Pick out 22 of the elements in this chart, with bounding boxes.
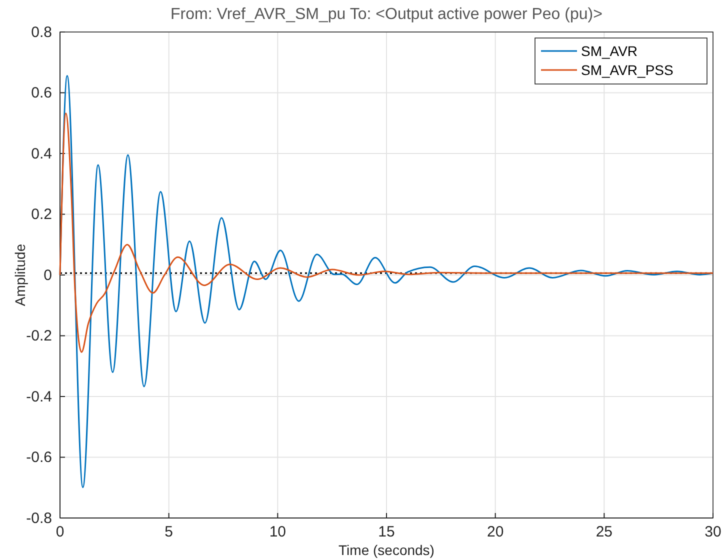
y-tick-label: -0.8: [26, 510, 52, 527]
x-tick-label: 5: [164, 524, 174, 541]
x-tick-label: 20: [486, 524, 504, 541]
line-series: [59, 112, 714, 353]
x-tick-label: 30: [704, 524, 722, 541]
y-tick-label: 0: [44, 266, 52, 284]
legend-label: SM_AVR: [581, 43, 638, 59]
x-tick-label: 25: [596, 524, 613, 541]
y-tick-label: -0.2: [26, 328, 52, 345]
y-tick-label: -0.4: [26, 388, 52, 406]
y-tick-label: 0.6: [31, 84, 52, 102]
x-tick-label: 15: [378, 524, 395, 541]
y-tick-label: 0.2: [31, 206, 52, 224]
y-axis-title: Amplitude: [12, 244, 28, 306]
x-tick-label: 0: [56, 524, 64, 541]
x-tick-label: 10: [269, 524, 286, 541]
legend-label: SM_AVR_PSS: [581, 62, 674, 78]
chart-title: From: Vref_AVR_SM_pu To: <Output active power Peo (pu)>: [170, 6, 602, 23]
y-tick-label: 0.8: [31, 24, 52, 41]
x-axis-title: Time (seconds): [338, 542, 434, 558]
y-tick-label: -0.6: [26, 449, 52, 466]
y-tick-label: 0.4: [31, 145, 52, 162]
